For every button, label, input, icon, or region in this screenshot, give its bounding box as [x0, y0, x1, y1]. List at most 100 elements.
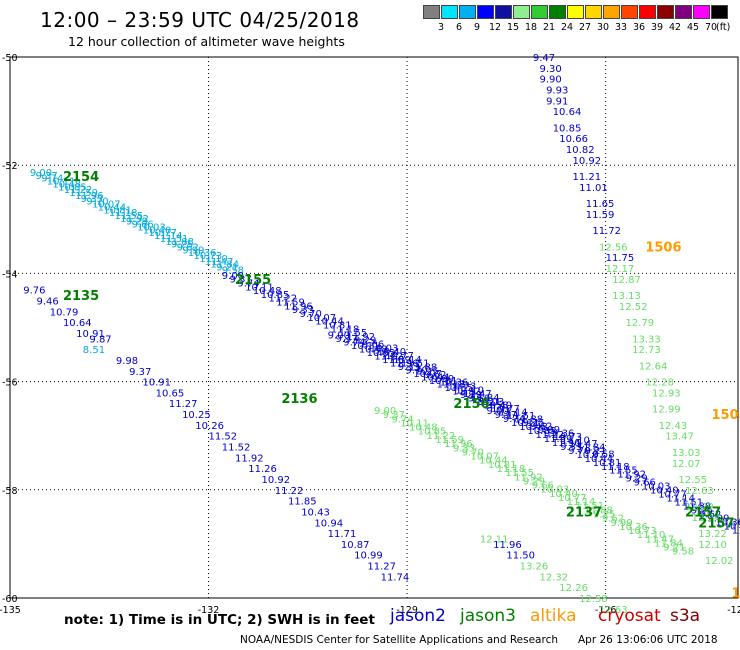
scale-swatch: [603, 5, 620, 19]
legend-item: jason2: [390, 606, 446, 626]
scale-label: 15: [506, 22, 520, 33]
track-reading: 9.66: [131, 220, 153, 231]
track-reading: 11.18: [497, 464, 526, 475]
wave-height-reading: 12.07: [672, 459, 701, 470]
track-reading: 9.66: [532, 481, 554, 492]
track-reading: 9.58: [672, 547, 694, 558]
track-reading: 11.55: [444, 383, 473, 394]
chart-title: 12:00 – 23:59 UTC 04/25/2018: [40, 8, 360, 32]
scale-label: 45: [686, 22, 700, 33]
track-reading: 9.25: [171, 240, 193, 251]
scale-label: 70: [704, 22, 718, 33]
track-reading: 11.22: [427, 431, 456, 442]
track-reading: 9.70: [86, 197, 108, 208]
track-reading: 10.77: [148, 228, 177, 239]
track-reading: 10.81: [593, 458, 622, 469]
track-reading: 11.10: [637, 530, 666, 541]
wave-height-reading: 12.29: [685, 502, 714, 513]
track-reading: 9.37: [383, 410, 405, 421]
track-reading: 11.22: [536, 430, 565, 441]
track-reading: 9.99: [538, 425, 560, 436]
track-reading: 11.59: [276, 298, 305, 309]
track-reading: 9.00: [487, 406, 509, 417]
track-reading: 10.48: [409, 423, 438, 434]
track-reading: 10.40: [483, 400, 512, 411]
track-reading: 9.58: [487, 401, 509, 412]
track-reading: 11.51: [507, 411, 536, 422]
track-reading: 11.92: [617, 470, 646, 481]
track-reading: 10.73: [553, 432, 582, 443]
track-reading: 9.00: [222, 271, 244, 282]
pass-number-label: 1505: [712, 408, 740, 423]
wave-height-reading: 12.58: [579, 594, 608, 605]
scale-label: 3: [437, 22, 445, 33]
pass-number-label: 2155: [235, 273, 271, 288]
track-reading: 11.18: [437, 379, 466, 390]
legend-item: jason3: [460, 606, 516, 626]
track-reading: 10.85: [367, 348, 396, 359]
pass-number-label: 2136: [281, 392, 317, 407]
wave-height-reading: 11.72: [592, 226, 621, 237]
scale-label: 42: [668, 22, 682, 33]
track-reading: 11.96: [284, 301, 313, 312]
scale-label: 30: [596, 22, 610, 33]
track-reading: 9.37: [335, 334, 357, 345]
wave-height-reading: 13.22: [698, 529, 727, 540]
track-reading: 11.47: [569, 439, 598, 450]
wave-height-reading: 12.10: [698, 540, 727, 551]
wave-height-reading: 12.56: [599, 242, 628, 253]
track-reading: 11.59: [382, 355, 411, 366]
wave-height-reading: 9.46: [36, 296, 58, 307]
track-reading: 10.03: [540, 485, 569, 496]
wave-height-reading: 12.63: [685, 486, 714, 497]
track-reading: 10.48: [52, 179, 81, 190]
track-reading: 11.96: [552, 438, 581, 449]
pass-number-label: 2157: [698, 516, 734, 531]
track-reading: 10.40: [143, 225, 172, 236]
track-reading: 9.37: [495, 410, 517, 421]
legend-item: cryosat: [598, 606, 661, 626]
wave-height-reading: 11.27: [367, 562, 396, 573]
track-reading: 11.84: [577, 442, 606, 453]
scale-label: 12: [488, 22, 502, 33]
track-reading: 11.14: [499, 407, 528, 418]
track-reading: 11.22: [374, 351, 403, 362]
track-reading: 9.33: [453, 443, 475, 454]
wave-height-reading: 11.22: [275, 486, 304, 497]
wave-height-reading: 9.87: [89, 334, 111, 345]
track-reading: 9.25: [416, 366, 438, 377]
scale-swatch: [693, 5, 710, 19]
track-reading: 9.99: [707, 513, 729, 524]
wave-height-reading: 10.99: [354, 551, 383, 562]
wave-height-reading: 13.47: [665, 432, 694, 443]
track-reading: 11.18: [331, 324, 360, 335]
track-reading: 11.14: [567, 497, 596, 508]
track-reading: 10.36: [619, 522, 648, 533]
track-reading: 11.47: [463, 389, 492, 400]
track-reading: 10.48: [253, 286, 282, 297]
chart-subtitle: 12 hour collection of altimeter wave hei…: [68, 34, 345, 49]
scale-swatch: [657, 5, 674, 19]
scale-swatch: [711, 5, 728, 19]
track-reading: 11.59: [69, 188, 98, 199]
scale-swatch: [567, 5, 584, 19]
track-reading: 11.47: [646, 534, 675, 545]
scale-label: 18: [524, 22, 538, 33]
scale-label: 9: [473, 22, 481, 33]
scale-swatch: [459, 5, 476, 19]
wave-height-reading: 10.91: [142, 378, 171, 389]
pass-number-label: 2157: [685, 505, 721, 520]
wave-height-reading: 13.33: [632, 334, 661, 345]
track-reading: 11.92: [120, 214, 149, 225]
track-reading: 10.48: [519, 422, 548, 433]
track-reading: 11.18: [109, 208, 138, 219]
track-reading: 10.11: [245, 282, 274, 293]
wave-height-reading: 11.01: [579, 183, 608, 194]
track-reading: 9.99: [432, 374, 454, 385]
track-reading: 9.37: [35, 171, 57, 182]
track-reading: 9.25: [522, 418, 544, 429]
scale-label: 24: [560, 22, 574, 33]
wave-height-reading: 9.98: [116, 356, 138, 367]
track-reading: 11.96: [390, 358, 419, 369]
x-tick-label: -132: [198, 605, 220, 616]
